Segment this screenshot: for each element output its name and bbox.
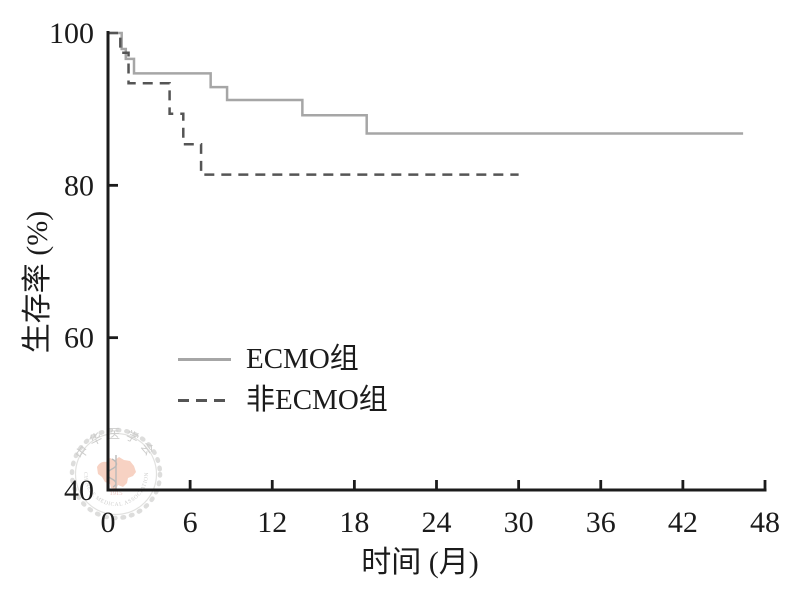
watermark-inner-ring: [74, 432, 158, 516]
axes-frame: [106, 31, 767, 492]
series-curve-non-ecmo: [108, 31, 519, 176]
x-tick-label: 30: [504, 506, 534, 539]
x-tick-label: 18: [339, 506, 369, 539]
x-tick-label: 42: [668, 506, 698, 539]
watermark-year: 1915: [110, 490, 123, 497]
legend-label-ecmo: ECMO组: [246, 343, 359, 375]
x-tick-label: 48: [750, 506, 780, 539]
y-tick-label: 80: [64, 169, 94, 202]
y-tick-label: 40: [64, 474, 94, 507]
y-tick-label: 60: [64, 322, 94, 355]
x-tick-label: 12: [257, 506, 287, 539]
x-tick-label: 36: [586, 506, 616, 539]
legend-item-non-ecmo: 非ECMO组: [178, 380, 388, 421]
y-axis-title: 生存率 (%): [21, 210, 54, 354]
x-tick-label: 0: [101, 506, 116, 539]
series-curve-ecmo: [108, 31, 744, 135]
x-tick-label: 6: [183, 506, 198, 539]
y-tick-label: 100: [49, 17, 94, 50]
dashed-line-swatch: [178, 399, 231, 402]
solid-line-swatch: [178, 358, 231, 361]
x-tick-label: 24: [422, 506, 452, 539]
legend-item-ecmo: ECMO组: [178, 339, 388, 380]
x-axis-title: 时间 (月): [361, 546, 479, 579]
watermark-scalloped-rim: [69, 427, 163, 521]
legend-label-non-ecmo: 非ECMO组: [246, 384, 388, 416]
legend: ECMO组 非ECMO组: [178, 339, 388, 421]
